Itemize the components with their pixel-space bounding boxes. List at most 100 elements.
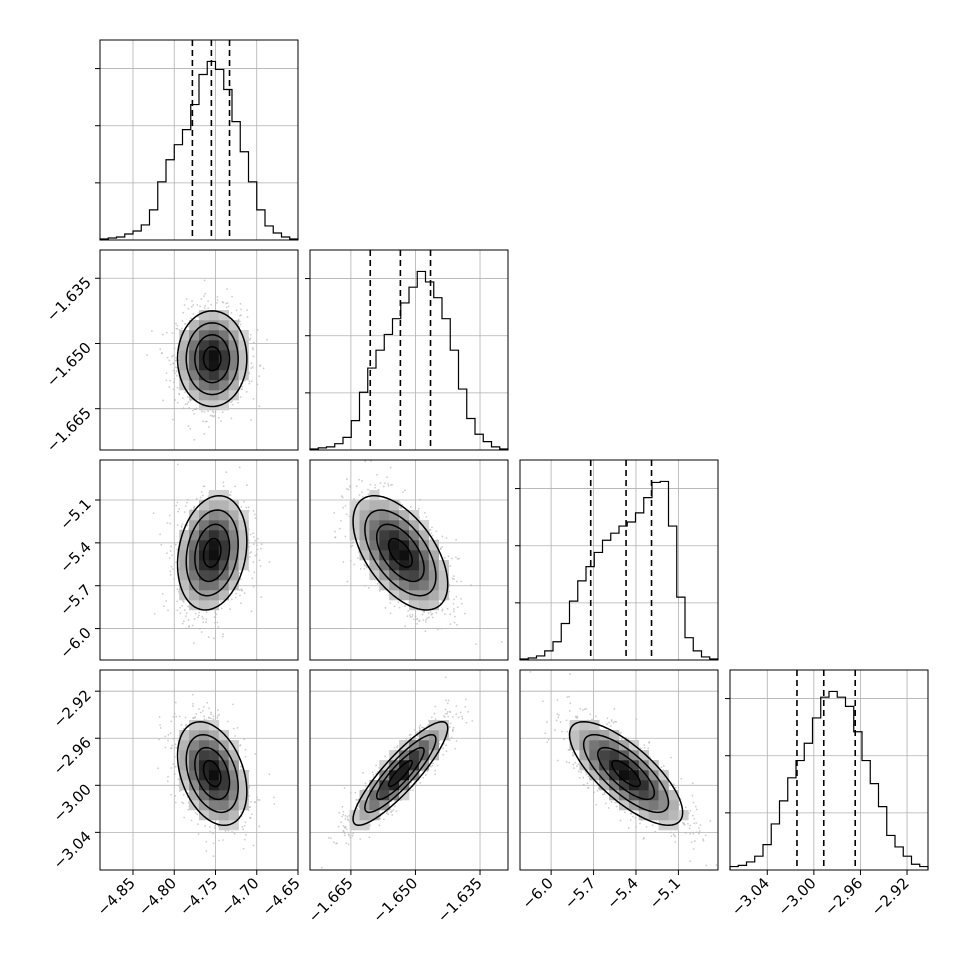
scatter-point — [210, 711, 212, 714]
pair-panel — [100, 670, 298, 870]
scatter-point — [203, 432, 206, 435]
scatter-point — [449, 711, 452, 714]
density-cell — [228, 820, 239, 831]
density-cell — [238, 530, 249, 541]
scatter-point — [702, 839, 705, 842]
scatter-point — [635, 718, 638, 721]
density-cell — [189, 780, 200, 791]
scatter-point — [166, 780, 169, 783]
scatter-point — [248, 556, 251, 558]
scatter-point — [203, 485, 206, 488]
scatter-point — [412, 618, 415, 621]
scatter-point — [434, 773, 437, 776]
scatter-point — [343, 832, 346, 835]
density-cell — [218, 530, 229, 541]
scatter-point — [200, 298, 203, 300]
scatter-point — [190, 305, 193, 308]
scatter-point — [179, 606, 181, 609]
scatter-point — [185, 501, 188, 504]
scatter-point — [442, 715, 445, 717]
scatter-point — [176, 327, 179, 330]
scatter-point — [689, 860, 692, 863]
scatter-point — [340, 821, 342, 824]
scatter-point — [349, 559, 352, 562]
scatter-point — [167, 734, 170, 736]
scatter-point — [569, 673, 571, 675]
scatter-point — [452, 575, 455, 578]
scatter-point — [404, 625, 407, 628]
scatter-point — [183, 511, 186, 513]
pair-frame — [99, 669, 299, 871]
pair-frame — [309, 669, 509, 871]
scatter-point — [153, 613, 156, 615]
x-tick-label: −4.80 — [135, 874, 180, 919]
scatter-point — [196, 813, 199, 816]
scatter-point — [159, 533, 161, 536]
scatter-point — [176, 463, 179, 466]
scatter-point — [691, 814, 694, 817]
scatter-point — [202, 621, 205, 624]
density-cell — [228, 530, 239, 541]
scatter-point — [230, 598, 233, 601]
scatter-point — [165, 331, 168, 334]
scatter-point — [471, 720, 474, 722]
density-cell — [189, 370, 200, 381]
scatter-point — [411, 613, 414, 616]
density-cell — [228, 350, 239, 361]
density-cell — [638, 760, 649, 771]
scatter-point — [455, 580, 458, 583]
scatter-point — [693, 840, 696, 842]
scatter-point — [175, 322, 177, 325]
density-cell — [179, 340, 190, 351]
scatter-point — [672, 783, 675, 786]
scatter-point — [172, 763, 175, 765]
density-cell — [418, 550, 430, 561]
scatter-point — [362, 771, 364, 774]
density-cell — [648, 770, 659, 781]
scatter-point — [173, 347, 176, 350]
scatter-point — [340, 519, 342, 522]
density-cell — [359, 820, 370, 831]
scatter-point — [242, 847, 245, 850]
scatter-point — [541, 700, 544, 703]
density-cell — [438, 580, 449, 591]
density-cell — [668, 810, 679, 821]
scatter-point — [348, 834, 350, 837]
scatter-point — [358, 478, 360, 481]
scatter-point — [250, 419, 253, 421]
pair-frame — [309, 459, 509, 661]
density-cell — [208, 760, 220, 771]
scatter-point — [187, 425, 190, 428]
scatter-point — [334, 530, 336, 533]
y-tick-label: −5.4 — [56, 538, 94, 576]
density-cell — [218, 340, 229, 351]
scatter-point — [192, 409, 194, 412]
scatter-point — [556, 713, 559, 715]
scatter-point — [429, 528, 432, 531]
density-cell — [189, 740, 200, 751]
scatter-point — [183, 609, 186, 611]
scatter-point — [458, 557, 460, 560]
scatter-point — [251, 577, 254, 580]
density-cell — [369, 550, 380, 561]
contour-line — [202, 537, 222, 568]
scatter-point — [216, 296, 219, 298]
density-cell — [208, 310, 220, 321]
scatter-point — [230, 311, 233, 314]
scatter-point — [470, 584, 472, 587]
scatter-point — [179, 612, 182, 614]
density-cell — [208, 590, 220, 601]
density-cell — [179, 540, 190, 551]
density-cell — [399, 580, 410, 591]
scatter-point — [172, 354, 175, 357]
scatter-point — [586, 786, 589, 789]
density-cell — [359, 540, 370, 551]
scatter-point — [347, 488, 350, 491]
scatter-point — [606, 723, 609, 726]
scatter-point — [216, 717, 219, 719]
y-tick-label: −2.92 — [50, 686, 95, 731]
density-cell — [218, 520, 229, 531]
density-cell — [238, 370, 249, 381]
scatter-point — [386, 810, 389, 813]
density-cell — [199, 720, 210, 731]
